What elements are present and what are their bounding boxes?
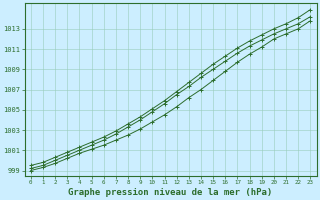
X-axis label: Graphe pression niveau de la mer (hPa): Graphe pression niveau de la mer (hPa) — [68, 188, 273, 197]
